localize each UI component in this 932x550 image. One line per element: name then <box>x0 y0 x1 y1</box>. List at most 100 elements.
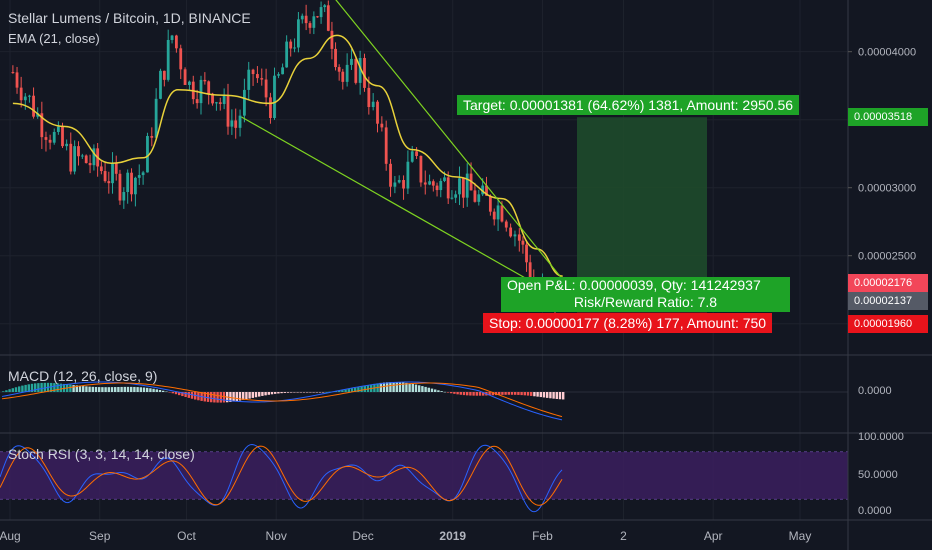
candle-body <box>118 173 122 201</box>
macd-histogram-bar <box>546 392 549 398</box>
candle-body <box>251 69 255 75</box>
candle-body <box>334 48 337 68</box>
candle-body <box>133 177 137 195</box>
macd-histogram-bar <box>386 382 389 392</box>
macd-histogram-bar <box>558 392 562 400</box>
time-tick-label: Sep <box>89 529 111 543</box>
time-tick-label: Apr <box>704 529 723 543</box>
macd-histogram-bar <box>181 392 184 397</box>
candle-body <box>141 172 145 176</box>
candle-body <box>218 102 222 104</box>
macd-histogram-bar <box>56 383 59 392</box>
candle-body <box>166 39 170 80</box>
macd-histogram-bar <box>411 383 414 392</box>
macd-histogram-bar <box>261 392 264 396</box>
time-tick-label: Feb <box>532 529 553 543</box>
macd-histogram-bar <box>472 392 475 396</box>
candle-body <box>215 102 218 104</box>
candle-body <box>363 57 366 88</box>
candle-body <box>126 172 130 193</box>
macd-histogram-bar <box>507 392 510 395</box>
candle-body <box>195 99 199 104</box>
macd-histogram-bar <box>315 392 318 393</box>
candle-body <box>84 155 88 164</box>
candle-body <box>222 94 226 104</box>
candle-body <box>188 81 191 85</box>
candle-body <box>513 234 517 237</box>
stoch-k-line <box>0 443 563 513</box>
profit-zone <box>577 117 707 300</box>
candle-body <box>69 143 73 172</box>
candle-body <box>358 57 362 83</box>
macd-histogram-bar <box>267 392 270 395</box>
macd-histogram-bar <box>430 388 434 392</box>
candle-body <box>488 195 492 212</box>
macd-histogram-bar <box>427 387 430 392</box>
candle-body <box>19 87 23 101</box>
stoch-rsi-legend: Stoch RSI (3, 3, 14, 14, close) <box>8 446 195 462</box>
target-label[interactable]: Target: 0.00001381 (64.62%) 1381, Amount… <box>457 95 800 115</box>
candle-body <box>44 137 48 140</box>
risk-reward-label: Risk/Reward Ratio: 7.8 <box>573 294 718 310</box>
candle-body <box>458 178 461 195</box>
time-tick-label: Nov <box>266 529 287 543</box>
macd-histogram-bar <box>245 392 248 400</box>
macd-histogram-bar <box>43 382 46 392</box>
candle-body <box>528 262 532 281</box>
macd-histogram-bar <box>536 392 539 397</box>
macd-histogram-bar <box>50 382 53 392</box>
macd-histogram-bar <box>347 389 350 392</box>
candle-body <box>159 70 162 99</box>
candle-body <box>183 69 187 85</box>
candle-body <box>23 96 27 101</box>
macd-histogram-bar <box>40 382 43 392</box>
macd-histogram-bar <box>94 386 98 392</box>
time-tick-label: May <box>789 529 812 543</box>
open-pnl-label: Open P&L: 0.00000039, Qty: 141242937 <box>507 277 761 293</box>
macd-histogram-bar <box>126 386 130 392</box>
candle-body <box>107 181 111 184</box>
macd-histogram-bar <box>165 391 168 393</box>
macd-histogram-bar <box>395 382 398 392</box>
candle-body <box>170 35 174 40</box>
candle-body <box>319 7 323 18</box>
candle-body <box>234 120 238 128</box>
candle-body <box>256 74 259 79</box>
macd-histogram-bar <box>309 392 312 393</box>
macd-histogram-bar <box>286 392 290 393</box>
macd-histogram-bar <box>318 392 322 393</box>
candle-body <box>461 178 465 198</box>
macd-histogram-bar <box>408 383 411 392</box>
candle-body <box>304 15 308 24</box>
macd-histogram-bar <box>478 392 482 396</box>
macd-histogram-bar <box>325 391 328 393</box>
candle-body <box>242 89 246 116</box>
macd-histogram-bar <box>555 392 558 399</box>
stoch-rsi-group <box>0 443 563 513</box>
stop-label[interactable]: Stop: 0.00000177 (8.28%) 177, Amount: 75… <box>483 313 773 333</box>
macd-histogram-bar <box>517 392 520 395</box>
macd-histogram-bar <box>306 392 309 393</box>
macd-histogram-bar <box>158 390 162 392</box>
macd-histogram-bar <box>213 392 216 403</box>
pnl-box[interactable]: Open P&L: 0.00000039, Qty: 141242937 Ris… <box>501 277 790 312</box>
macd-histogram-bar <box>30 383 34 392</box>
macd-histogram-bar <box>414 384 418 392</box>
macd-histogram-bar <box>350 388 354 392</box>
candle-body <box>238 115 242 128</box>
macd-histogram-bar <box>5 390 8 392</box>
candle-body <box>247 69 251 90</box>
macd-histogram-bar <box>341 390 344 392</box>
macd-histogram-bar <box>270 392 274 395</box>
macd-histogram-bar <box>498 392 501 395</box>
candle-body <box>500 205 504 222</box>
macd-histogram-bar <box>283 392 286 393</box>
time-tick-label: 2 <box>620 529 627 543</box>
macd-histogram-bar <box>299 392 302 393</box>
macd-histogram-bar <box>296 392 299 393</box>
candle-body <box>32 95 35 117</box>
candle-body <box>297 19 300 48</box>
macd-histogram-bar <box>27 384 30 392</box>
candle-body <box>36 113 40 117</box>
